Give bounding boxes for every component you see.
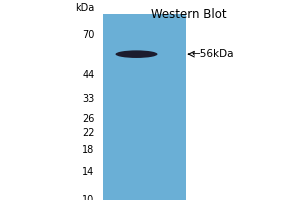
Text: 26: 26 (82, 114, 94, 124)
Text: 10: 10 (82, 195, 94, 200)
Text: ←56kDa: ←56kDa (192, 49, 235, 59)
Text: 14: 14 (82, 167, 94, 177)
Bar (103, 14, 186, 200)
Text: 22: 22 (82, 128, 94, 138)
Text: 18: 18 (82, 145, 94, 155)
Ellipse shape (116, 50, 158, 58)
Text: kDa: kDa (75, 3, 94, 13)
Text: 70: 70 (82, 30, 94, 40)
Text: 44: 44 (82, 70, 94, 80)
Text: 33: 33 (82, 94, 94, 104)
Text: Western Blot: Western Blot (151, 8, 227, 21)
